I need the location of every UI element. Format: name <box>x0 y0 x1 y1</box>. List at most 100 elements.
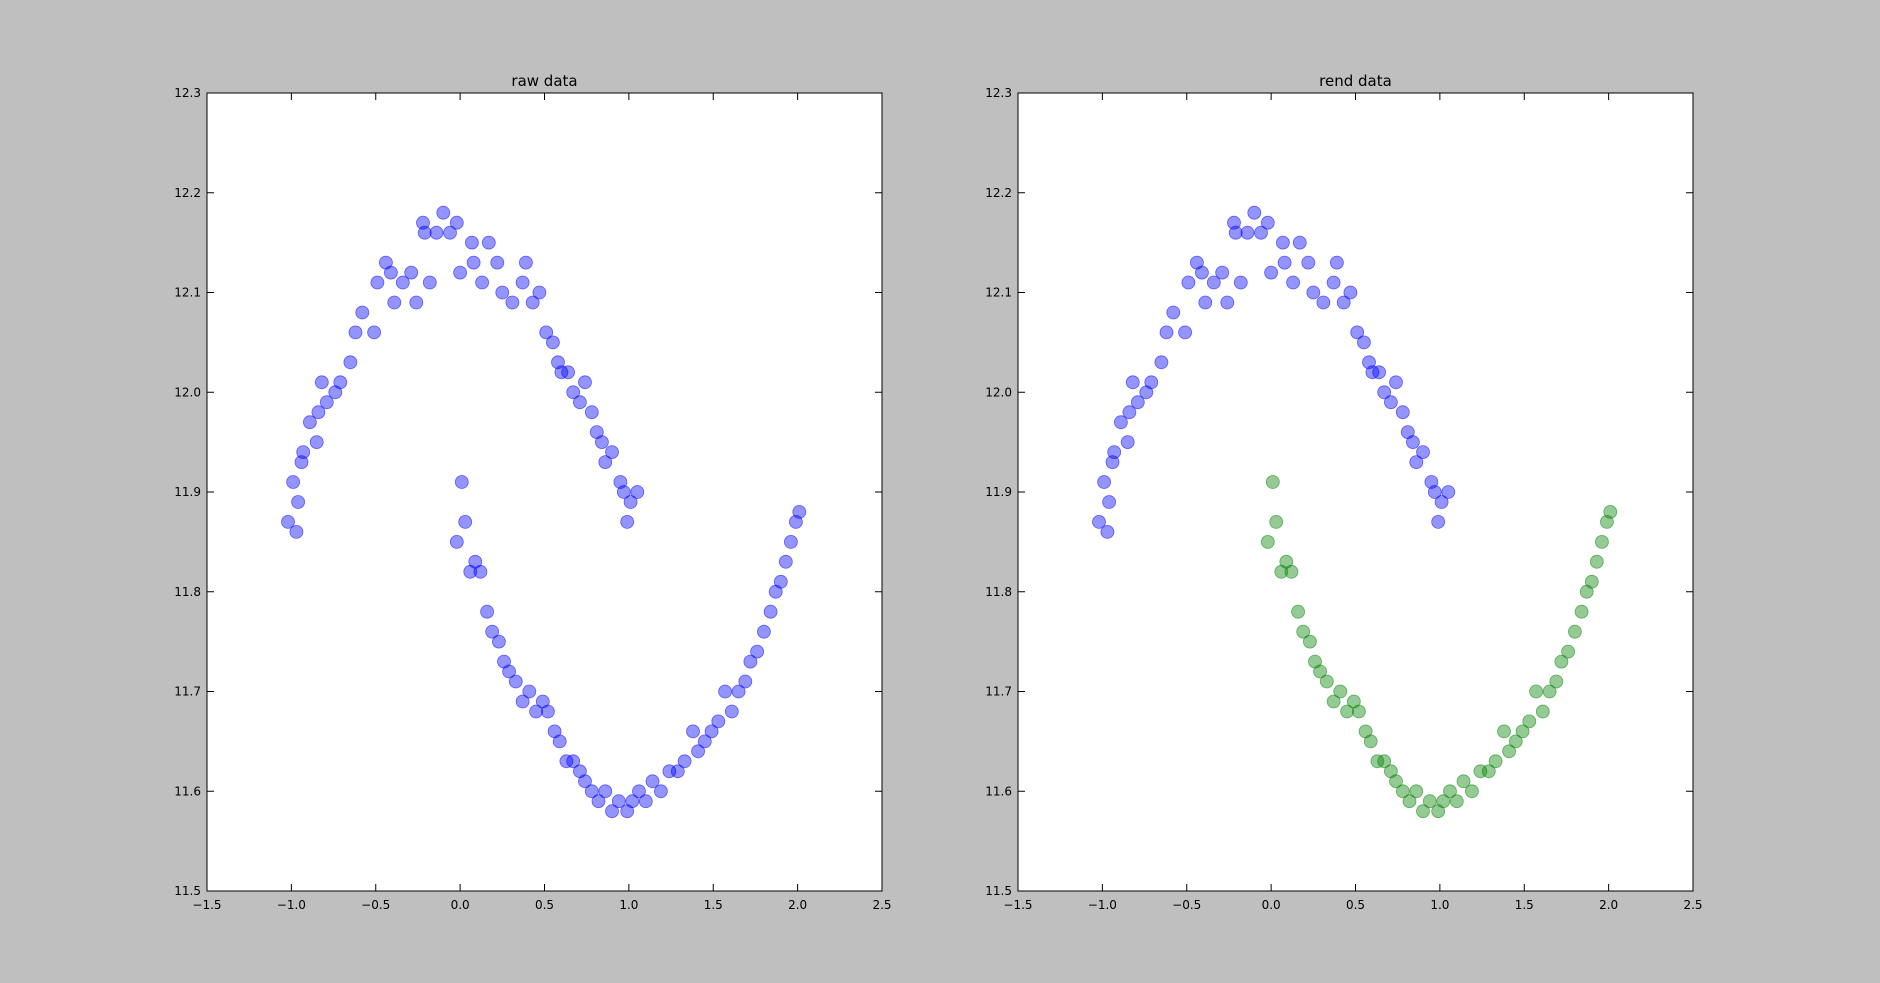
data-point <box>677 754 692 769</box>
data-point <box>1449 794 1464 809</box>
x-tick-label: −0.5 <box>361 898 390 912</box>
data-point <box>691 744 705 759</box>
data-point <box>697 734 712 749</box>
data-point <box>1233 275 1248 290</box>
data-point <box>1105 455 1120 470</box>
x-tick-label: 1.5 <box>704 898 723 912</box>
data-point <box>620 515 635 529</box>
data-point <box>333 375 348 390</box>
data-point <box>1125 375 1140 390</box>
data-point <box>1326 694 1341 709</box>
data-point <box>1319 674 1334 689</box>
data-point <box>1389 375 1403 390</box>
y-tick-label: 11.6 <box>985 784 1012 798</box>
x-tick-label: 0.5 <box>535 898 554 912</box>
data-point <box>429 225 444 240</box>
data-point <box>291 495 306 509</box>
data-point <box>546 335 560 350</box>
data-point <box>1195 265 1209 280</box>
data-point <box>404 265 419 280</box>
data-point <box>1277 255 1292 270</box>
data-point <box>1395 405 1410 420</box>
data-point <box>1554 654 1569 669</box>
data-point <box>1291 604 1305 619</box>
x-tick-label: −0.5 <box>1172 898 1201 912</box>
data-point <box>289 525 304 539</box>
data-point <box>1481 764 1496 779</box>
data-point <box>1274 564 1289 579</box>
x-tick-label: 1.0 <box>1430 898 1449 912</box>
axis-ticks: −1.5 −1.0 −0.5 0.0 0.5 1.0 1.5 2.0 2.5 11.5 11.6 11… <box>174 86 891 912</box>
data-point <box>1122 405 1137 420</box>
y-tick-label: 12.2 <box>985 186 1012 200</box>
data-point <box>1589 554 1604 569</box>
data-point <box>654 784 668 799</box>
data-point <box>638 794 653 809</box>
data-point <box>1535 704 1550 719</box>
data-point <box>1343 285 1358 300</box>
data-point <box>724 704 739 719</box>
data-point <box>1406 435 1420 450</box>
data-point <box>515 694 530 709</box>
data-point <box>584 784 599 799</box>
data-point <box>605 804 619 819</box>
data-point <box>1144 375 1159 390</box>
data-point <box>1316 295 1331 310</box>
data-point <box>1465 784 1479 799</box>
data-point <box>422 275 437 290</box>
data-point <box>1178 325 1192 340</box>
data-point <box>1254 225 1268 240</box>
y-tick-label: 11.5 <box>174 884 201 898</box>
x-tick-label: −1.5 <box>1003 898 1032 912</box>
data-point <box>1247 205 1262 220</box>
chart-title: raw data <box>511 72 577 90</box>
data-point <box>1330 255 1344 270</box>
data-point <box>1363 734 1378 749</box>
x-tick-label: 1.5 <box>1515 898 1534 912</box>
x-tick-label: 0.0 <box>451 898 470 912</box>
data-point <box>449 535 464 549</box>
y-tick-label: 12.1 <box>174 286 201 300</box>
y-tick-label: 12.2 <box>174 186 201 200</box>
data-point <box>302 415 317 430</box>
data-point <box>502 664 517 679</box>
data-point <box>1427 485 1442 499</box>
plot-area-background <box>1018 93 1693 891</box>
data-point <box>750 644 764 659</box>
data-point <box>1350 325 1365 340</box>
data-point <box>436 205 451 220</box>
data-point <box>1384 395 1398 410</box>
data-point <box>1409 784 1424 799</box>
data-point <box>591 794 606 809</box>
data-point <box>1159 325 1174 340</box>
data-point <box>490 255 505 270</box>
data-point <box>387 295 402 310</box>
data-point <box>1260 215 1275 230</box>
y-tick-label: 11.9 <box>985 485 1012 499</box>
data-point <box>1220 295 1235 310</box>
data-point <box>378 255 393 270</box>
data-point <box>1286 275 1300 290</box>
data-point <box>475 275 490 290</box>
y-tick-label: 11.8 <box>174 585 201 599</box>
data-point <box>1416 445 1430 460</box>
data-point <box>1276 235 1290 250</box>
data-point <box>395 275 410 290</box>
data-point <box>495 285 510 300</box>
y-tick-label: 11.6 <box>174 784 201 798</box>
data-point <box>578 375 592 390</box>
data-point <box>1561 644 1575 659</box>
y-tick-label: 11.7 <box>985 685 1012 699</box>
data-point <box>704 724 719 739</box>
data-point <box>1296 624 1311 639</box>
data-point <box>611 794 626 809</box>
data-point <box>1574 604 1589 619</box>
data-point <box>525 295 540 310</box>
data-point <box>1284 564 1299 579</box>
data-point <box>1549 674 1564 689</box>
data-point <box>348 325 363 340</box>
data-point <box>1502 744 1516 759</box>
data-point <box>309 435 324 450</box>
data-point <box>485 624 500 639</box>
